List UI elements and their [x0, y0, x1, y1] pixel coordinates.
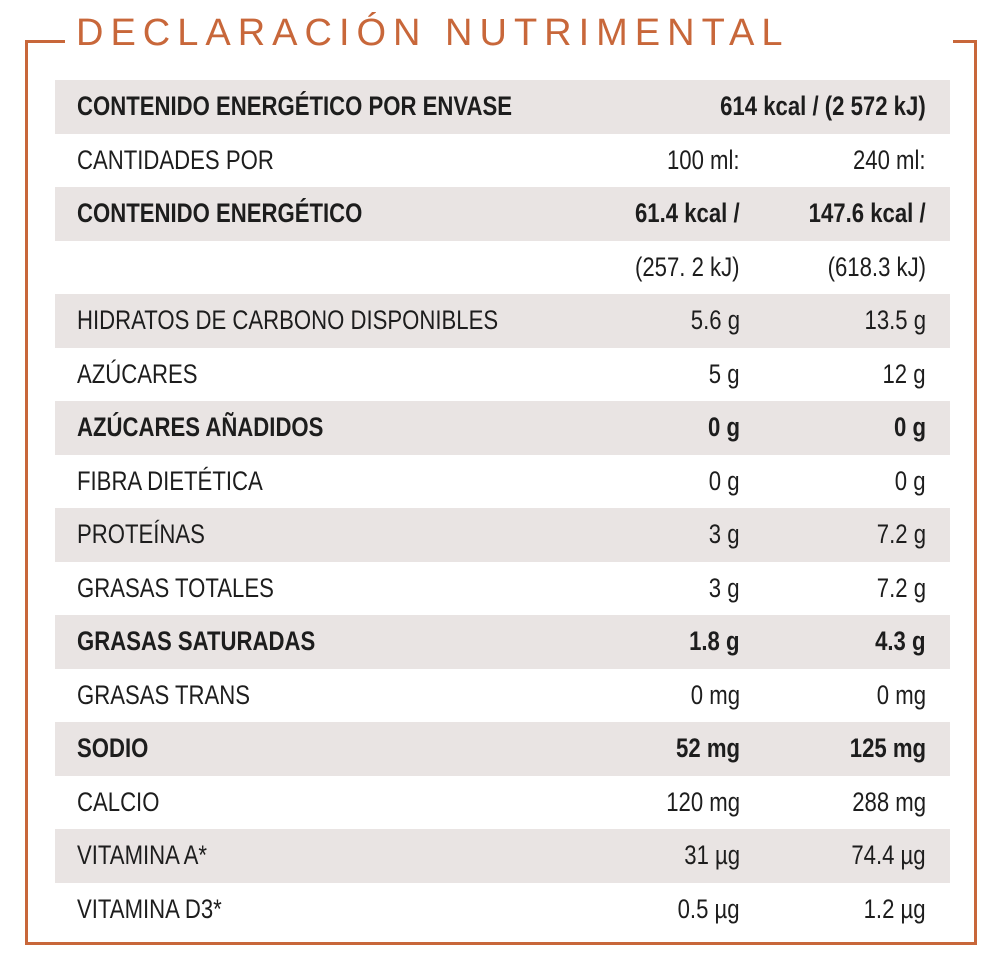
value-per-100ml: 0 g: [709, 465, 740, 496]
nutrition-row: SODIO 52 mg 125 mg: [55, 722, 950, 776]
value-per-100ml: 100 ml:: [667, 144, 740, 175]
nutrient-name: GRASAS TOTALES: [77, 572, 274, 603]
value-per-240ml: 240 ml:: [853, 144, 926, 175]
nutrient-name: CONTENIDO ENERGÉTICO POR ENVASE: [77, 91, 513, 122]
nutrient-name: FIBRA DIETÉTICA: [77, 465, 263, 496]
nutrient-name: AZÚCARES: [77, 358, 198, 389]
nutrition-row: GRASAS SATURADAS 1.8 g 4.3 g: [55, 615, 950, 669]
value-per-240ml: (618.3 kJ): [827, 251, 926, 282]
value-per-240ml: 74.4 µg: [851, 840, 926, 871]
nutrition-row: CANTIDADES POR 100 ml: 240 ml:: [55, 134, 950, 188]
nutrient-name: GRASAS SATURADAS: [77, 626, 316, 657]
nutrition-table: CONTENIDO ENERGÉTICO POR ENVASE 614 kcal …: [55, 80, 950, 936]
nutrition-row: CALCIO 120 mg 288 mg: [55, 776, 950, 830]
nutrition-row: VITAMINA A* 31 µg 74.4 µg: [55, 829, 950, 883]
value-per-100ml: 1.8 g: [689, 626, 740, 657]
nutrition-row: AZÚCARES AÑADIDOS 0 g 0 g: [55, 401, 950, 455]
nutrient-name: CONTENIDO ENERGÉTICO: [77, 198, 363, 229]
nutrient-name: GRASAS TRANS: [77, 679, 251, 710]
value-per-240ml: 4.3 g: [875, 626, 926, 657]
nutrient-name: CALCIO: [77, 786, 160, 817]
value-per-100ml: 0.5 µg: [678, 893, 740, 924]
nutrient-name: CANTIDADES POR: [77, 144, 274, 175]
nutrient-name: SODIO: [77, 733, 149, 764]
value-per-100ml: 0 g: [708, 412, 740, 443]
nutrition-row: CONTENIDO ENERGÉTICO POR ENVASE 614 kcal …: [55, 80, 950, 134]
value-per-240ml: 12 g: [882, 358, 926, 389]
label-title: DECLARACIÓN NUTRIMENTAL: [76, 12, 790, 54]
value-per-100ml: 120 mg: [666, 786, 740, 817]
value-per-240ml: 13.5 g: [864, 305, 926, 336]
value-per-100ml: 61.4 kcal /: [635, 198, 740, 229]
nutrition-row: PROTEÍNAS 3 g 7.2 g: [55, 508, 950, 562]
value-per-240ml: 125 mg: [849, 733, 926, 764]
value-per-240ml: 147.6 kcal /: [809, 198, 926, 229]
value-per-100ml: 5 g: [709, 358, 740, 389]
nutrient-name: VITAMINA A*: [77, 840, 208, 871]
value-per-100ml: 31 µg: [684, 840, 740, 871]
nutrition-row: FIBRA DIETÉTICA 0 g 0 g: [55, 455, 950, 509]
nutrition-row: AZÚCARES 5 g 12 g: [55, 348, 950, 402]
nutrition-row: CONTENIDO ENERGÉTICO 61.4 kcal / 147.6 kca…: [55, 187, 950, 241]
value-per-100ml: (257. 2 kJ): [635, 251, 740, 282]
nutrition-row: (257. 2 kJ) (618.3 kJ): [55, 241, 950, 295]
value-per-100ml: 5.6 g: [690, 305, 740, 336]
nutrient-name: HIDRATOS DE CARBONO DISPONIBLES: [77, 305, 499, 336]
value-per-240ml: 0 g: [894, 412, 926, 443]
value-per-240ml: 288 mg: [852, 786, 926, 817]
value-per-240ml: 0 g: [895, 465, 926, 496]
label-frame: [25, 40, 977, 945]
value-per-240ml: 1.2 µg: [864, 893, 926, 924]
frame-corner-left: [25, 40, 65, 43]
frame-corner-right: [953, 40, 977, 43]
value-per-240ml: 7.2 g: [876, 572, 926, 603]
nutrition-row: VITAMINA D3* 0.5 µg 1.2 µg: [55, 883, 950, 937]
value-per-240ml: 0 mg: [876, 679, 926, 710]
nutrient-name: VITAMINA D3*: [77, 893, 222, 924]
value-per-100ml: 3 g: [709, 519, 740, 550]
nutrition-row: GRASAS TRANS 0 mg 0 mg: [55, 669, 950, 723]
nutrition-row: GRASAS TOTALES 3 g 7.2 g: [55, 562, 950, 616]
energy-per-package-value: 614 kcal / (2 572 kJ): [720, 91, 926, 122]
value-per-100ml: 3 g: [709, 572, 740, 603]
value-per-240ml: 7.2 g: [876, 519, 926, 550]
value-per-100ml: 52 mg: [676, 733, 740, 764]
nutrition-row: HIDRATOS DE CARBONO DISPONIBLES 5.6 g 13.5…: [55, 294, 950, 348]
nutrient-name: AZÚCARES AÑADIDOS: [77, 412, 324, 443]
nutrient-name: PROTEÍNAS: [77, 519, 205, 550]
value-per-100ml: 0 mg: [690, 679, 740, 710]
